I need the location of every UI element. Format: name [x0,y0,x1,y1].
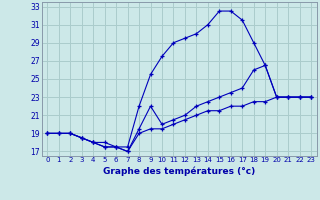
X-axis label: Graphe des températures (°c): Graphe des températures (°c) [103,166,255,176]
